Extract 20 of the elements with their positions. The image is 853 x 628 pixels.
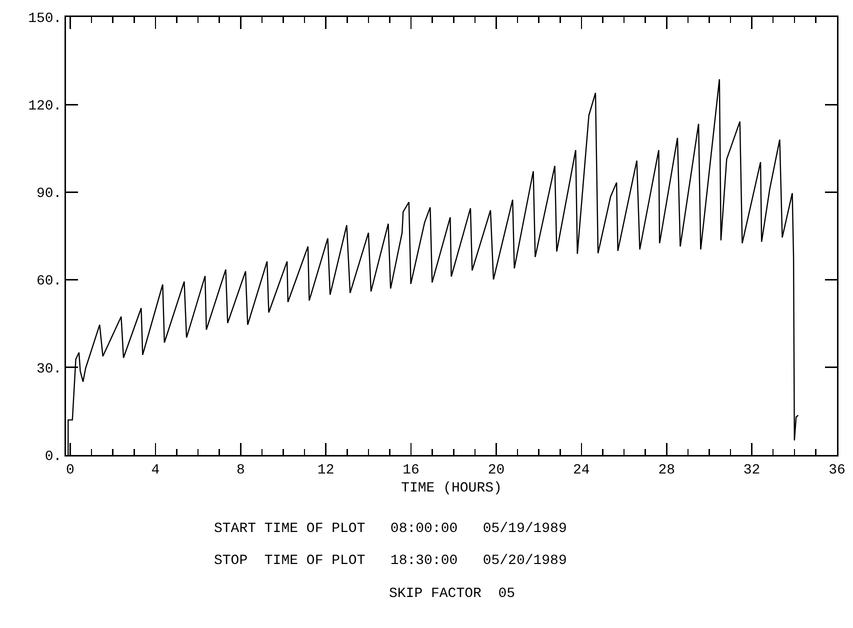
y-tick-label: 30. <box>36 361 62 378</box>
x-tick-label: 32 <box>743 462 760 478</box>
x-tick-label: 4 <box>151 462 160 478</box>
text: SKIP FACTOR 05 <box>389 586 516 602</box>
y-tick-label: 120. <box>28 98 62 114</box>
x-tick-label: 12 <box>317 462 334 478</box>
x-tick-label: 20 <box>488 462 505 478</box>
x-tick-label: 0 <box>66 462 74 478</box>
text: START TIME OF PLOT 08:00:00 05/19/1989 <box>214 521 567 537</box>
x-axis-title: TIME (HOURS) <box>401 480 502 496</box>
x-tick-label: 8 <box>236 462 245 478</box>
y-tick-label: 60. <box>36 274 62 290</box>
x-tick-label: 16 <box>402 462 420 478</box>
y-tick-label: 90. <box>36 186 62 202</box>
y-tick-label: 150. <box>28 10 62 27</box>
x-tick-label: 24 <box>573 462 590 478</box>
x-tick-label: 28 <box>658 462 676 478</box>
y-tick-label: 0. <box>44 448 62 465</box>
x-tick-label: 36 <box>828 462 846 478</box>
text: STOP TIME OF PLOT 18:30:00 05/20/1989 <box>214 553 567 569</box>
